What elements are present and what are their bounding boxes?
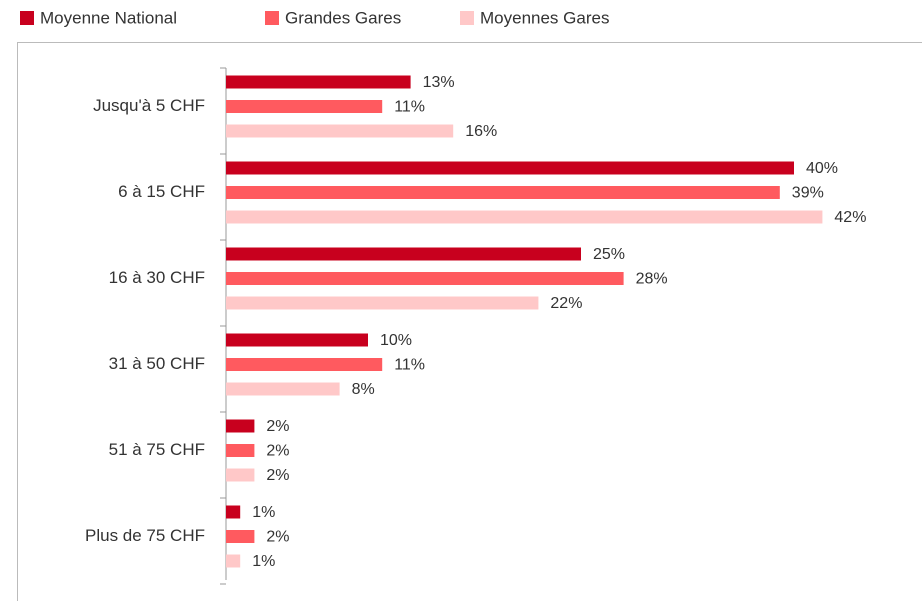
value-label: 2% bbox=[266, 467, 289, 484]
category-label: 6 à 15 CHF bbox=[118, 182, 205, 201]
value-label: 11% bbox=[394, 357, 425, 374]
value-label: 40% bbox=[806, 160, 838, 177]
bar bbox=[226, 468, 255, 482]
category-label: 16 à 30 CHF bbox=[109, 268, 205, 287]
bar bbox=[226, 124, 454, 138]
bar bbox=[226, 358, 383, 371]
value-label: 13% bbox=[423, 74, 455, 91]
bar bbox=[226, 161, 794, 175]
bar bbox=[226, 419, 255, 433]
legend-label: Grandes Gares bbox=[285, 8, 401, 27]
value-label: 2% bbox=[266, 443, 289, 460]
legend-swatch bbox=[20, 11, 34, 25]
bar bbox=[226, 247, 581, 261]
category-label: Jusqu'à 5 CHF bbox=[93, 96, 205, 115]
value-label: 1% bbox=[252, 504, 275, 521]
chart-frame bbox=[17, 42, 922, 601]
value-label: 28% bbox=[636, 271, 668, 288]
value-label: 2% bbox=[266, 529, 289, 546]
value-label: 2% bbox=[266, 418, 289, 435]
category-label: Plus de 75 CHF bbox=[85, 526, 205, 545]
bar bbox=[226, 530, 255, 543]
value-label: 25% bbox=[593, 246, 625, 263]
value-label: 42% bbox=[834, 209, 866, 226]
category-label: 51 à 75 CHF bbox=[109, 440, 205, 459]
legend-swatch bbox=[460, 11, 474, 25]
value-label: 8% bbox=[352, 381, 375, 398]
category-label: 31 à 50 CHF bbox=[109, 354, 205, 373]
value-label: 39% bbox=[792, 185, 824, 202]
value-label: 16% bbox=[465, 123, 497, 140]
legend-swatch bbox=[265, 11, 279, 25]
bar bbox=[226, 554, 241, 568]
bar bbox=[226, 296, 539, 310]
bar bbox=[226, 210, 823, 224]
value-label: 22% bbox=[550, 295, 582, 312]
bar bbox=[226, 333, 368, 347]
bar bbox=[226, 272, 624, 285]
legend-label: Moyennes Gares bbox=[480, 8, 609, 27]
value-label: 11% bbox=[394, 99, 425, 116]
bar bbox=[226, 75, 411, 89]
legend-label: Moyenne National bbox=[40, 8, 177, 27]
value-label: 1% bbox=[252, 553, 275, 570]
bar bbox=[226, 100, 383, 113]
bar bbox=[226, 505, 241, 519]
bar bbox=[226, 186, 780, 199]
bar bbox=[226, 444, 255, 457]
value-label: 10% bbox=[380, 332, 412, 349]
bar bbox=[226, 382, 340, 396]
